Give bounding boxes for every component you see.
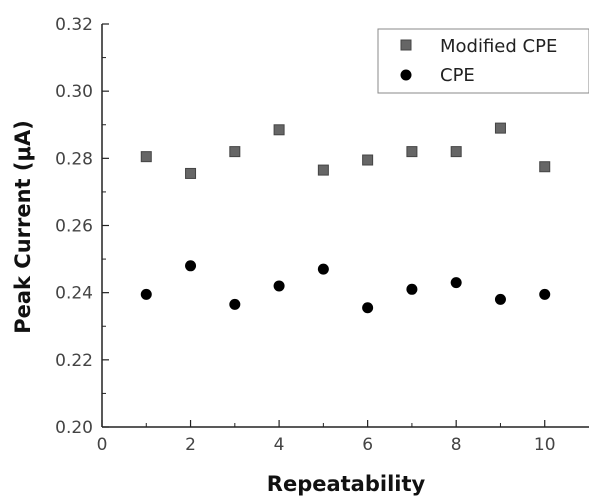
legend-label-cpe: CPE xyxy=(440,65,475,86)
y-tick-label: 0.22 xyxy=(55,351,93,371)
legend-marker-modified-cpe xyxy=(400,39,412,51)
y-tick-label: 0.20 xyxy=(55,418,93,438)
point-cpe xyxy=(539,288,551,300)
point-cpe xyxy=(317,263,329,275)
point-cpe xyxy=(185,260,197,272)
point-cpe xyxy=(140,288,152,300)
y-tick-group: 0.20 0.22 0.24 0.26 0.28 0.30 0.32 xyxy=(55,15,109,438)
point-modified-cpe xyxy=(185,167,197,179)
y-tick-label: 0.26 xyxy=(55,217,93,237)
point-modified-cpe xyxy=(273,124,285,136)
x-tick-label: 8 xyxy=(451,435,462,455)
y-axis-label: Peak Current (μA) xyxy=(11,120,35,334)
point-cpe xyxy=(229,298,241,310)
x-tick-label: 10 xyxy=(534,435,556,455)
point-cpe xyxy=(494,293,506,305)
point-modified-cpe xyxy=(317,164,329,176)
legend-box xyxy=(377,28,589,94)
point-cpe xyxy=(406,283,418,295)
x-tick-label: 2 xyxy=(185,435,196,455)
point-modified-cpe xyxy=(406,146,418,158)
y-tick-label: 0.32 xyxy=(55,15,93,35)
point-modified-cpe xyxy=(539,161,551,173)
y-tick-label: 0.24 xyxy=(55,284,93,304)
y-tick-label: 0.30 xyxy=(55,82,93,102)
point-modified-cpe xyxy=(494,122,506,134)
point-modified-cpe xyxy=(229,146,241,158)
legend: Modified CPE CPE xyxy=(377,28,589,94)
point-cpe xyxy=(450,277,462,289)
y-tick-label: 0.28 xyxy=(55,149,93,169)
legend-marker-cpe xyxy=(400,69,412,81)
legend-label-modified-cpe: Modified CPE xyxy=(440,36,557,57)
x-tick-label: 6 xyxy=(362,435,373,455)
point-modified-cpe xyxy=(450,146,462,158)
point-cpe xyxy=(273,280,285,292)
data-marks-group xyxy=(140,122,551,314)
point-cpe xyxy=(362,302,374,314)
point-modified-cpe xyxy=(362,154,374,166)
x-tick-label: 4 xyxy=(274,435,285,455)
point-modified-cpe xyxy=(140,151,152,163)
x-tick-label: 0 xyxy=(97,435,108,455)
x-axis-label: Repeatability xyxy=(267,472,426,496)
x-tick-group: 0 2 4 6 8 10 xyxy=(97,420,556,455)
